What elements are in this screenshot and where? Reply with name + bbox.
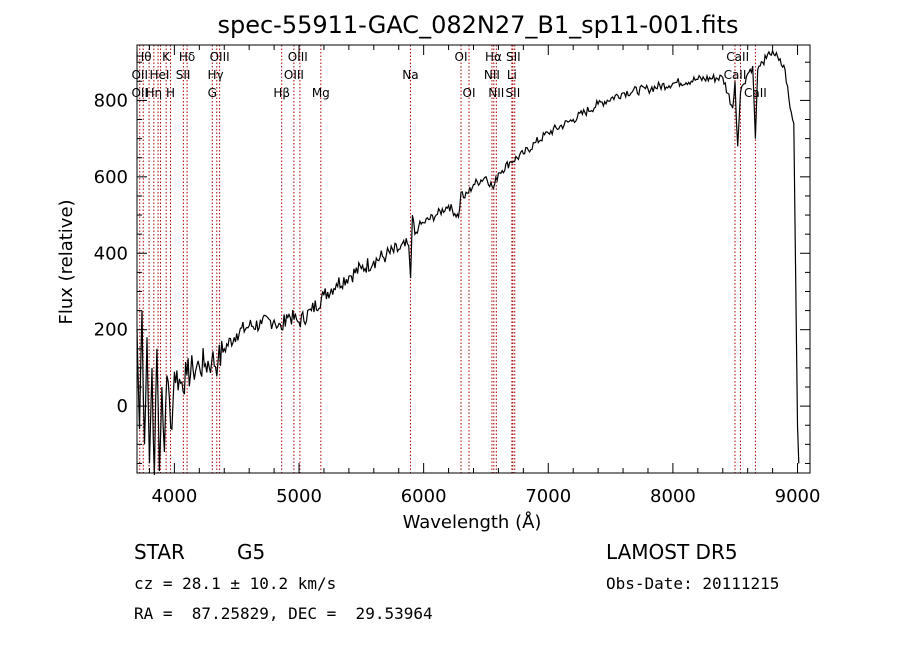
emission-line-markers (139, 45, 756, 473)
line-label: K (162, 50, 171, 64)
y-tick-label: 0 (117, 396, 128, 417)
obs-date-label: Obs-Date: 20111215 (606, 574, 780, 593)
line-label: OI (463, 86, 476, 100)
line-label: Hβ (273, 86, 290, 100)
x-tick-label: 4000 (151, 486, 197, 507)
line-label: NII (484, 68, 500, 82)
class-label: STAR (134, 540, 185, 564)
emission-line-labels: Hθ K Hδ OIII OIII OI Hα SII CaII OII HeI SII Hγ OIII N… (131, 50, 766, 100)
x-axis: 4000 5000 6000 7000 8000 9000 (148, 45, 821, 507)
plot-frame (136, 44, 811, 474)
spectrum-line (136, 48, 800, 475)
y-tick-label: 400 (94, 243, 128, 264)
redshift-label: cz = 28.1 ± 10.2 km/s (134, 574, 337, 593)
line-label: Hδ (179, 50, 195, 64)
x-tick-label: 8000 (650, 486, 696, 507)
line-label: OII (131, 86, 148, 100)
line-label: Mg (312, 86, 330, 100)
line-label: NII (488, 86, 504, 100)
line-label: Na (402, 68, 418, 82)
coordinates-label: RA = 87.25829, DEC = 29.53964 (134, 604, 433, 623)
survey-label: LAMOST DR5 (606, 540, 738, 564)
line-label: OIII (284, 68, 304, 82)
line-label: CaII (724, 68, 747, 82)
y-tick-label: 200 (94, 320, 128, 341)
subclass-label: G5 (237, 540, 266, 564)
line-label: Hα (485, 50, 502, 64)
line-label: SII (176, 68, 191, 82)
line-label: SII (506, 86, 521, 100)
line-label: OII (131, 68, 148, 82)
line-label: CaII (726, 50, 749, 64)
line-label: OIII (288, 50, 308, 64)
line-label: Hη (146, 86, 163, 100)
line-label: OIII (210, 50, 230, 64)
x-tick-label: 9000 (775, 486, 821, 507)
x-axis-label: Wavelength (Å) (403, 511, 542, 533)
y-axis-label: Flux (relative) (56, 199, 77, 324)
line-label: HeI (149, 68, 169, 82)
x-tick-label: 6000 (401, 486, 447, 507)
line-label: SII (506, 50, 521, 64)
line-label: H (166, 86, 175, 100)
chart-title: spec-55911-GAC_082N27_B1_sp11-001.fits (217, 11, 738, 39)
line-label: G (208, 86, 217, 100)
x-tick-label: 7000 (525, 486, 571, 507)
x-tick-label: 5000 (276, 486, 322, 507)
line-label: Li (507, 68, 517, 82)
line-label: Hγ (207, 68, 223, 82)
line-label: OI (455, 50, 468, 64)
y-tick-label: 600 (94, 167, 128, 188)
line-label: CaII (744, 86, 767, 100)
y-tick-label: 800 (94, 90, 128, 111)
y-axis: 0 200 400 600 800 (94, 61, 810, 464)
line-label: Hθ (135, 50, 151, 64)
